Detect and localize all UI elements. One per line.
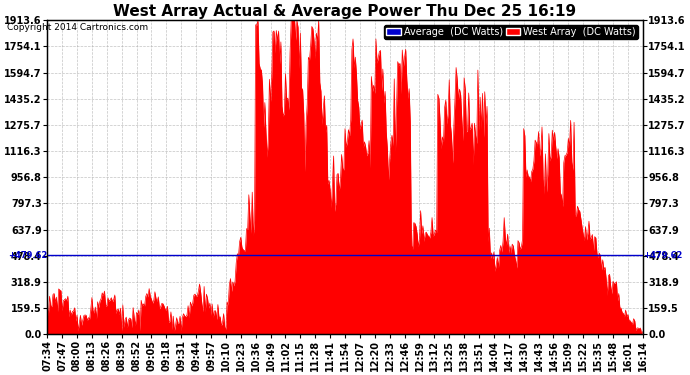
Text: Copyright 2014 Cartronics.com: Copyright 2014 Cartronics.com [7, 22, 148, 32]
Text: +479.62: +479.62 [8, 251, 47, 260]
Title: West Array Actual & Average Power Thu Dec 25 16:19: West Array Actual & Average Power Thu De… [113, 4, 577, 19]
Text: +479.62: +479.62 [643, 251, 682, 260]
Legend: Average  (DC Watts), West Array  (DC Watts): Average (DC Watts), West Array (DC Watts… [384, 25, 638, 39]
